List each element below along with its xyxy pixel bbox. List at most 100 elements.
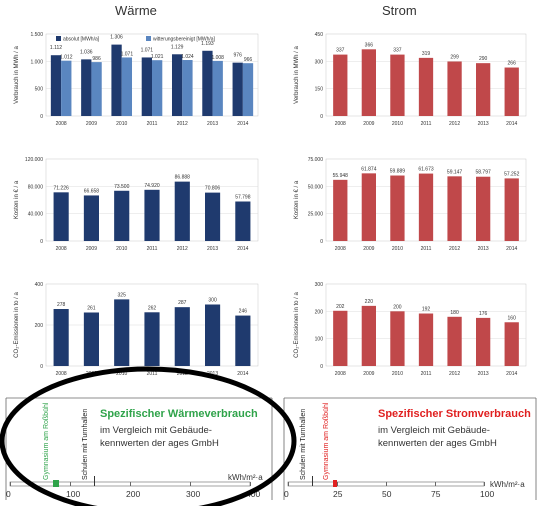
bar bbox=[447, 61, 462, 116]
scale-label: 400 bbox=[246, 489, 261, 499]
x-tick-label: 2014 bbox=[506, 371, 517, 377]
bar bbox=[504, 67, 519, 116]
scale-tick bbox=[190, 482, 191, 486]
data-label: 57.798 bbox=[235, 195, 251, 201]
x-tick-label: 2011 bbox=[147, 371, 158, 377]
x-tick-label: 2008 bbox=[335, 246, 346, 252]
data-label: 1.129 bbox=[171, 44, 184, 50]
y-tick-label: 1.500 bbox=[30, 32, 43, 38]
y-axis-label: CO₂-Emissionen in to / a bbox=[294, 291, 300, 357]
data-label: 1.306 bbox=[110, 35, 123, 41]
scale-label: 50 bbox=[382, 489, 392, 499]
waerme-desc-2: kennwerten der ages GmbH bbox=[100, 438, 219, 449]
bar bbox=[114, 190, 130, 241]
bar bbox=[235, 315, 251, 366]
data-label: 366 bbox=[365, 42, 374, 48]
x-tick-label: 2011 bbox=[421, 246, 432, 252]
y-axis-label: Kosten in € / a bbox=[14, 180, 20, 219]
x-tick-label: 2010 bbox=[116, 121, 127, 127]
data-label: 200 bbox=[393, 304, 402, 310]
bar bbox=[447, 176, 462, 241]
x-tick-label: 2012 bbox=[177, 121, 188, 127]
bar bbox=[152, 60, 163, 116]
x-tick-label: 2014 bbox=[506, 246, 517, 252]
y-axis-label: Verbrauch in MWh / a bbox=[14, 45, 20, 103]
data-label: 1.112 bbox=[50, 45, 62, 51]
bar bbox=[333, 54, 348, 116]
x-tick-label: 2013 bbox=[207, 121, 218, 127]
data-label: 1.071 bbox=[141, 47, 154, 53]
data-label: 976 bbox=[234, 53, 243, 59]
x-tick-label: 2009 bbox=[363, 371, 374, 377]
data-label: 220 bbox=[365, 299, 374, 305]
x-tick-label: 2011 bbox=[147, 121, 158, 127]
scale-label: 100 bbox=[480, 489, 495, 499]
data-label: 1.036 bbox=[80, 49, 93, 55]
x-tick-label: 2010 bbox=[392, 371, 403, 377]
scale-tick bbox=[70, 482, 71, 486]
x-tick-label: 2009 bbox=[363, 121, 374, 127]
data-label: 59.147 bbox=[447, 169, 463, 175]
data-label: 966 bbox=[244, 57, 253, 63]
y-tick-label: 0 bbox=[320, 114, 323, 120]
y-tick-label: 0 bbox=[320, 239, 323, 245]
x-tick-label: 2010 bbox=[116, 246, 127, 252]
x-tick-label: 2008 bbox=[56, 121, 67, 127]
data-label: 73.500 bbox=[114, 184, 130, 190]
data-label: 246 bbox=[239, 309, 248, 315]
bar bbox=[50, 55, 62, 116]
data-label: 61.874 bbox=[361, 166, 377, 172]
chart-waerme-co2: 0 200 400 CO₂-Emissionen in to / a 2008 278 20… bbox=[14, 282, 259, 377]
data-label: 290 bbox=[479, 56, 488, 62]
x-tick-label: 2011 bbox=[421, 121, 432, 127]
bar bbox=[61, 60, 72, 116]
bar bbox=[83, 195, 99, 241]
y-tick-label: 75.000 bbox=[308, 157, 324, 163]
scale-label: 100 bbox=[66, 489, 81, 499]
x-tick-label: 2014 bbox=[237, 371, 248, 377]
chart-waerme-verbrauch: 0 500 1.000 1.500 Verbrauch in MWh / a 2008 1.… bbox=[14, 32, 259, 127]
data-label: 1.021 bbox=[151, 54, 164, 60]
bar bbox=[141, 57, 152, 116]
data-label: 180 bbox=[450, 310, 459, 316]
data-label: 59.889 bbox=[390, 169, 406, 175]
data-label: 300 bbox=[208, 298, 217, 304]
x-tick-label: 2012 bbox=[177, 246, 188, 252]
x-tick-label: 2008 bbox=[335, 371, 346, 377]
y-tick-label: 80.000 bbox=[28, 184, 44, 190]
data-label: 202 bbox=[336, 304, 345, 310]
scale-tick bbox=[288, 482, 289, 486]
bar bbox=[504, 322, 519, 366]
x-tick-label: 2010 bbox=[392, 246, 403, 252]
x-tick-label: 2009 bbox=[86, 246, 97, 252]
bar bbox=[361, 305, 376, 366]
waerme-schulen-marker bbox=[94, 476, 95, 486]
bar bbox=[242, 63, 254, 116]
data-label: 325 bbox=[118, 292, 127, 298]
bar bbox=[212, 60, 223, 116]
y-tick-label: 1.000 bbox=[30, 59, 43, 65]
data-label: 287 bbox=[178, 300, 187, 306]
data-label: 1.024 bbox=[181, 54, 194, 60]
data-label: 1.071 bbox=[121, 51, 134, 57]
scale-label: 200 bbox=[126, 489, 141, 499]
data-label: 66.658 bbox=[84, 188, 100, 194]
x-tick-label: 2008 bbox=[56, 371, 67, 377]
bar bbox=[174, 307, 190, 366]
x-tick-label: 2010 bbox=[392, 121, 403, 127]
data-label: 192 bbox=[422, 307, 431, 313]
x-tick-label: 2014 bbox=[237, 121, 248, 127]
bar bbox=[333, 310, 348, 366]
x-tick-label: 2012 bbox=[177, 371, 188, 377]
strom-desc-2: kennwerten der ages GmbH bbox=[378, 438, 497, 449]
data-label: 55.948 bbox=[333, 173, 349, 179]
waerme-unit: kWh/m²·a bbox=[228, 473, 263, 482]
y-axis-label: Verbrauch in MWh / a bbox=[294, 45, 300, 103]
bar bbox=[144, 189, 160, 241]
legend-swatch bbox=[56, 36, 61, 41]
bar bbox=[205, 304, 221, 366]
x-tick-label: 2008 bbox=[335, 121, 346, 127]
bar bbox=[111, 44, 122, 116]
x-tick-label: 2014 bbox=[237, 246, 248, 252]
